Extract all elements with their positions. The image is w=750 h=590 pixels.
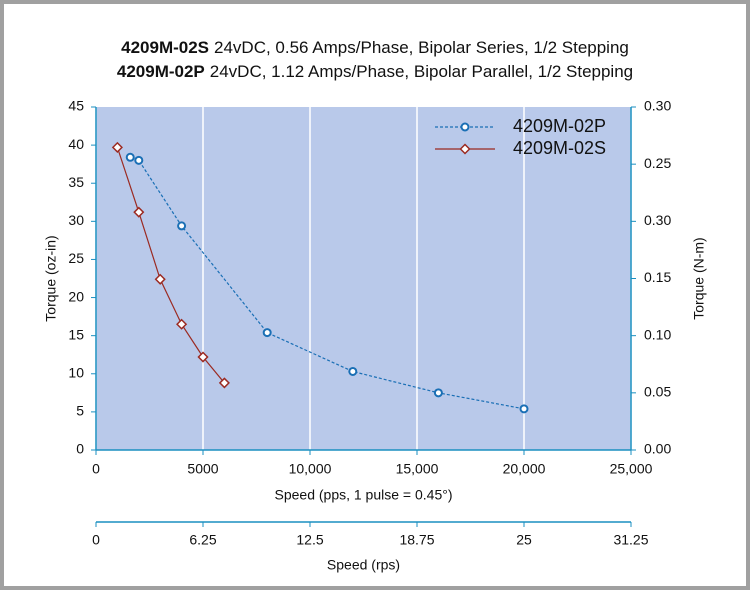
marker [154, 273, 166, 285]
y-tick-label: 40 [68, 136, 84, 152]
x-tick-label: 15,000 [396, 461, 439, 477]
x-tick-label: 5000 [187, 461, 218, 477]
x2-tick-label: 18.75 [399, 532, 434, 548]
y2-axis-label: Torque (N-m) [691, 237, 707, 319]
title-text: 24vDC, 1.12 Amps/Phase, Bipolar Parallel… [210, 62, 633, 81]
x-tick-label: 20,000 [503, 461, 546, 477]
chart-title: 4209M-02P 24vDC, 1.12 Amps/Phase, Bipolar… [117, 62, 633, 81]
y-tick-label: 20 [68, 288, 84, 304]
y-axis-label: Torque (oz-in) [43, 235, 59, 321]
legend-marker [459, 143, 471, 155]
legend-label: 4209M-02S [513, 138, 606, 158]
marker [134, 155, 144, 165]
x-tick-label: 0 [92, 461, 100, 477]
title-model: 4209M-02S [121, 38, 209, 57]
marker [519, 404, 529, 414]
plot-area [96, 107, 631, 450]
marker [176, 318, 188, 330]
marker [218, 377, 230, 389]
x-tick-label: 25,000 [610, 461, 653, 477]
x2-tick-label: 6.25 [189, 532, 216, 548]
legend-label: 4209M-02P [513, 116, 606, 136]
x-tick-label: 10,000 [289, 461, 332, 477]
y-tick-label: 25 [68, 250, 84, 266]
x2-tick-label: 31.25 [613, 532, 648, 548]
y-tick-label: 10 [68, 364, 84, 380]
y2-tick-label: 0.00 [644, 441, 671, 457]
y2-tick-label: 0.25 [644, 155, 671, 171]
marker [177, 221, 187, 231]
y2-tick-label: 0.05 [644, 384, 671, 400]
y-tick-label: 5 [76, 403, 84, 419]
y-tick-label: 35 [68, 174, 84, 190]
y2-tick-label: 0.30 [644, 212, 671, 228]
marker [133, 206, 145, 218]
marker [111, 141, 123, 153]
y-tick-label: 30 [68, 212, 84, 228]
title-text: 24vDC, 0.56 Amps/Phase, Bipolar Series, … [214, 38, 629, 57]
y2-tick-label: 0.15 [644, 269, 671, 285]
x2-tick-label: 12.5 [296, 532, 323, 548]
marker [433, 388, 443, 398]
marker [197, 351, 209, 363]
marker [262, 328, 272, 338]
x2-tick-label: 0 [92, 532, 100, 548]
x2-tick-label: 25 [516, 532, 532, 548]
chart-title: 4209M-02S 24vDC, 0.56 Amps/Phase, Bipolar… [121, 38, 629, 57]
y-tick-label: 15 [68, 326, 84, 342]
marker [125, 152, 135, 162]
title-model: 4209M-02P [117, 62, 205, 81]
series-line [116, 147, 225, 384]
y2-tick-label: 0.30 [644, 98, 671, 114]
legend-marker [460, 122, 470, 132]
x2-axis-label: Speed (rps) [327, 557, 400, 573]
y2-tick-label: 0.10 [644, 326, 671, 342]
x-axis-label: Speed (pps, 1 pulse = 0.45°) [275, 487, 453, 503]
y-tick-label: 0 [76, 441, 84, 457]
y-tick-label: 45 [68, 98, 84, 114]
marker [348, 366, 358, 376]
